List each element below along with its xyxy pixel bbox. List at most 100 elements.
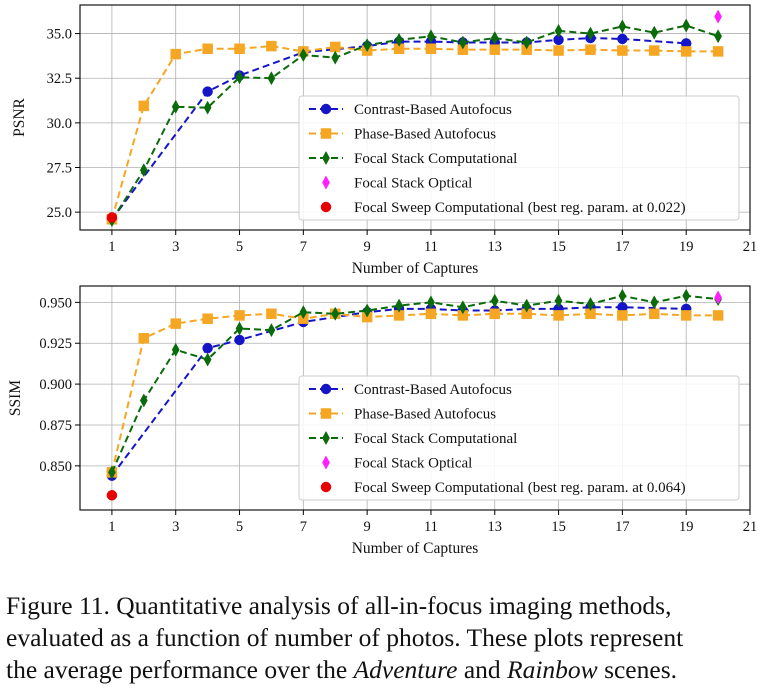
legend-label: Phase-Based Autofocus: [354, 407, 496, 423]
x-tick-label: 21: [743, 239, 758, 255]
data-point: [682, 18, 691, 33]
data-point: [650, 25, 659, 40]
data-point: [586, 296, 595, 312]
x-tick-label: 1: [108, 239, 115, 255]
data-point: [138, 100, 150, 112]
data-point: [712, 310, 724, 321]
data-point: [266, 308, 277, 320]
x-axis-label: Number of Captures: [352, 260, 479, 277]
data-point: [202, 313, 213, 324]
data-point: [586, 26, 595, 41]
data-point: [363, 38, 372, 53]
x-tick-label: 19: [679, 519, 694, 535]
data-point: [106, 212, 118, 223]
legend-marker: [320, 383, 332, 395]
y-tick-label: 0.850: [39, 459, 72, 475]
series-focal-stack-optical: [714, 290, 722, 305]
legend-item-contrast-based-autofocus: Contrast-Based Autofocus: [309, 382, 512, 398]
data-point: [714, 9, 722, 24]
data-point: [331, 306, 340, 321]
series-line: [111, 37, 687, 220]
data-point: [458, 35, 467, 50]
legend-marker: [320, 128, 332, 139]
legend-item-focal-sweep-computational: Focal Sweep Computational (best reg. par…: [320, 200, 686, 216]
x-tick-label: 1: [108, 519, 115, 535]
x-tick-label: 13: [488, 239, 503, 255]
data-point: [203, 100, 212, 115]
legend-label: Contrast-Based Autofocus: [354, 102, 512, 118]
series-line: [111, 306, 687, 477]
data-point: [680, 310, 692, 321]
x-tick-label: 3: [172, 519, 179, 535]
legend-label: Focal Stack Optical: [354, 176, 472, 192]
series-focal-stack-computational: [108, 288, 722, 480]
data-point: [106, 490, 118, 501]
y-tick-label: 0.900: [39, 377, 72, 393]
psnr-chart: 1 3 5 7 9 11 13 15 17 19 2125.027.530.032.535.0Num…: [11, 4, 758, 277]
series-line: [110, 312, 719, 473]
x-tick-label: 21: [743, 519, 758, 535]
x-tick-label: 9: [364, 239, 371, 255]
legend-label: Focal Sweep Computational (best reg. par…: [354, 480, 686, 496]
y-axis-label: PSNR: [11, 97, 28, 136]
x-axis-label: Number of Captures: [352, 540, 479, 557]
data-point: [522, 298, 531, 313]
series-focal-stack-computational: [108, 18, 722, 228]
data-point: [234, 334, 245, 346]
data-point: [427, 29, 435, 44]
x-tick-label: 5: [236, 239, 243, 255]
caption-scene-adventure: Adventure: [353, 655, 458, 684]
data-point: [234, 43, 245, 54]
legend-marker: [322, 455, 330, 470]
caption-line-2: evaluated as a function of number of pho…: [6, 623, 684, 652]
data-point: [395, 298, 403, 313]
data-point: [202, 342, 213, 354]
data-point: [139, 393, 148, 408]
data-point: [139, 163, 148, 178]
data-point: [617, 33, 628, 45]
legend-item-focal-sweep-computational: Focal Sweep Computational (best reg. par…: [320, 480, 686, 496]
legend-marker: [322, 430, 330, 446]
data-point: [458, 300, 467, 315]
x-tick-label: 11: [424, 239, 438, 255]
data-point: [617, 45, 628, 56]
data-point: [649, 308, 660, 320]
data-point: [680, 46, 692, 57]
legend-label: Phase-Based Autofocus: [354, 127, 496, 143]
caption-line-3-prefix: the average performance over the: [6, 655, 354, 684]
data-point: [489, 308, 501, 320]
data-point: [427, 295, 435, 310]
legend-marker: [320, 481, 332, 493]
x-tick-label: 5: [236, 519, 243, 535]
data-point: [108, 465, 116, 480]
x-tick-label: 9: [364, 519, 371, 535]
data-point: [299, 305, 308, 320]
data-point: [235, 70, 244, 85]
series-focal-sweep-computational: [106, 212, 118, 223]
axes-frame: [79, 4, 751, 231]
x-tick-label: 19: [679, 239, 694, 255]
legend-label: Focal Sweep Computational (best reg. par…: [354, 200, 686, 216]
legend-box: [298, 95, 740, 221]
data-point: [171, 342, 180, 357]
data-point: [714, 290, 722, 305]
y-tick-label: 25.0: [47, 205, 72, 221]
data-point: [618, 19, 627, 34]
x-tick-label: 17: [615, 519, 630, 535]
legend-item-focal-stack-optical: Focal Stack Optical: [322, 175, 472, 192]
data-point: [553, 45, 564, 56]
caption-line-3-suffix: scenes.: [597, 655, 677, 684]
legend: Contrast-Based Autofocus Phase-Based Auto…: [298, 95, 740, 221]
series-line: [110, 294, 719, 473]
caption-line-3: the average performance over the Adventu…: [6, 654, 756, 686]
data-point: [553, 310, 564, 321]
figure-caption: Figure 11. Quantitative analysis of all-…: [6, 590, 756, 686]
x-tick-label: 7: [300, 239, 307, 255]
data-point: [203, 352, 212, 367]
data-point: [617, 310, 628, 321]
x-tick-label: 13: [488, 519, 503, 535]
legend-marker: [320, 103, 332, 115]
x-tick-label: 7: [300, 519, 307, 535]
legend-marker: [320, 201, 332, 213]
y-tick-label: 35.0: [47, 27, 72, 43]
